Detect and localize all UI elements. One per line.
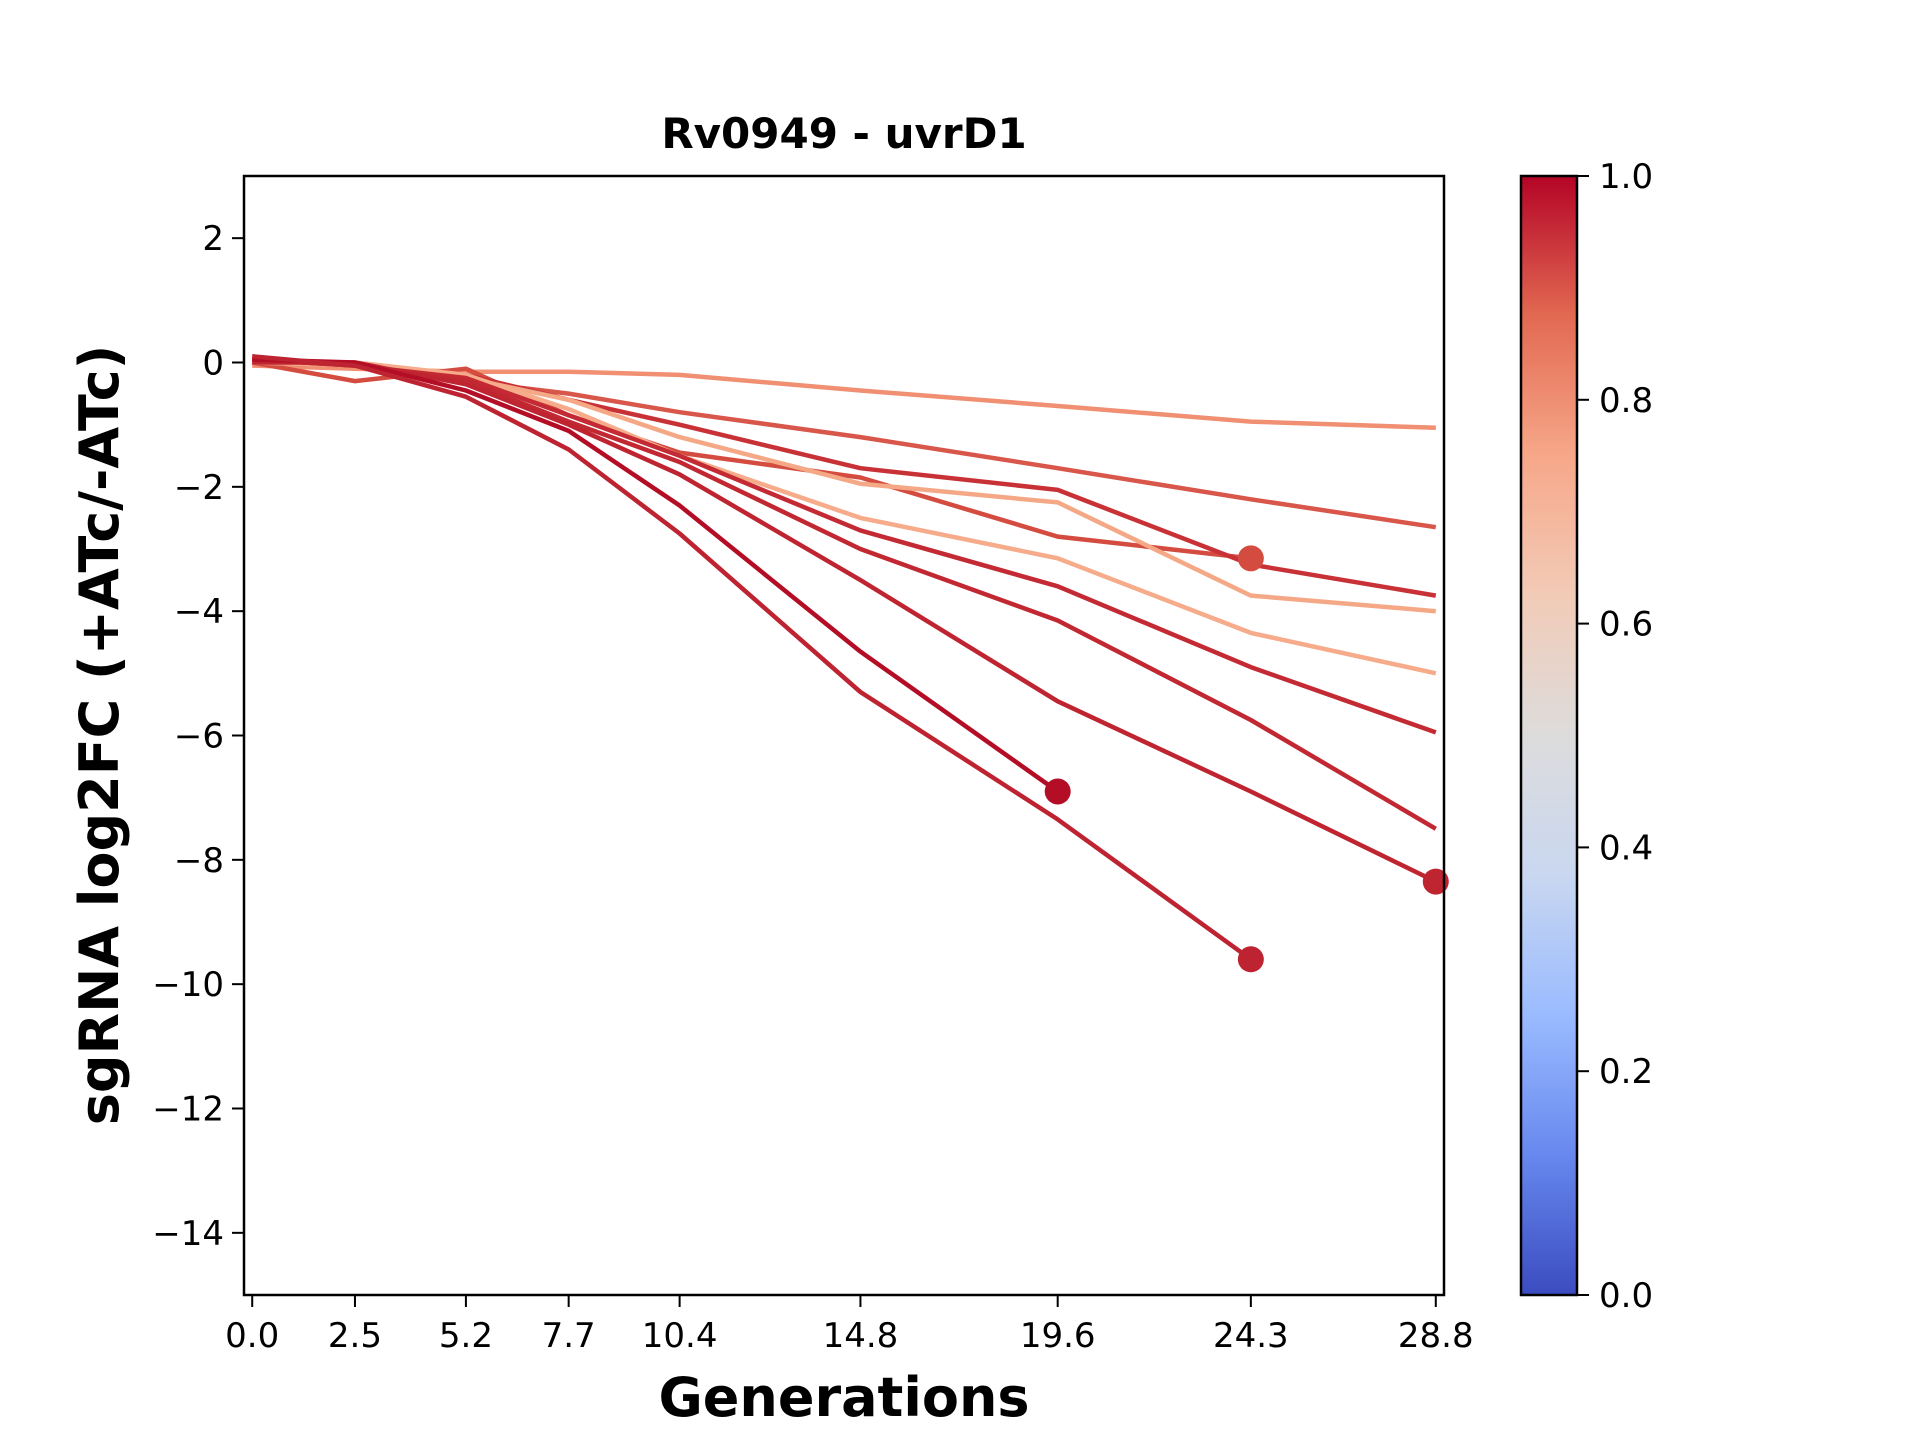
colorbar-tick-label: 0.6	[1599, 605, 1653, 645]
colorbar-tick-label: 0.4	[1599, 828, 1653, 868]
y-tick-label: −14	[152, 1214, 224, 1254]
y-axis-label: sgRNA log2FC (+ATc/-ATc)	[68, 345, 131, 1126]
y-tick-label: −2	[174, 468, 224, 508]
series-end-marker-9	[1422, 868, 1449, 895]
x-tick-label: 10.4	[642, 1316, 718, 1356]
series-end-marker-3	[1237, 545, 1264, 572]
colorbar-tick-label: 0.0	[1599, 1276, 1653, 1316]
series-markers	[1044, 545, 1449, 973]
series-line-6	[252, 360, 1437, 676]
colorbar-tick-label: 1.0	[1599, 157, 1653, 197]
series-lines	[251, 354, 1437, 962]
y-tick-label: −12	[152, 1090, 224, 1130]
y-tick-label: −10	[152, 965, 224, 1005]
y-tick-label: 0	[202, 344, 224, 384]
series-line-11	[251, 354, 1253, 962]
x-axis-ticks: 0.0 2.5 5.2 7.7 10.4 14.8 19.6 24.3 28.8	[225, 1295, 1474, 1356]
x-tick-label: 2.5	[328, 1316, 382, 1356]
colorbar-tick-label: 0.2	[1599, 1052, 1653, 1092]
y-tick-label: −8	[174, 841, 224, 881]
y-tick-label: −6	[174, 717, 224, 757]
series-line-9	[252, 360, 1437, 884]
x-tick-label: 7.7	[542, 1316, 596, 1356]
series-line-5	[252, 360, 1436, 614]
x-tick-label: 28.8	[1398, 1316, 1474, 1356]
y-axis-ticks: 2 0 −2 −4 −6 −8 −10 −12 −14	[152, 219, 244, 1254]
plot-frame	[242, 174, 1446, 1297]
colorbar-tick-label: 0.8	[1599, 381, 1653, 421]
series-end-marker-10	[1044, 778, 1071, 805]
x-tick-label: 14.8	[823, 1316, 899, 1356]
series-line-10	[252, 357, 1060, 794]
chart-title: Rv0949 - uvrD1	[661, 109, 1026, 158]
series-line-3	[251, 360, 1252, 561]
colorbar	[1519, 174, 1579, 1297]
y-tick-label: 2	[202, 219, 224, 259]
colorbar-ticks: 0.0 0.2 0.4 0.6 0.8 1.0	[1577, 157, 1653, 1316]
x-tick-label: 24.3	[1213, 1316, 1289, 1356]
x-tick-label: 19.6	[1020, 1316, 1096, 1356]
x-axis-label: Generations	[658, 1366, 1029, 1429]
x-tick-label: 5.2	[439, 1316, 493, 1356]
series-end-marker-11	[1237, 946, 1264, 973]
x-tick-label: 0.0	[225, 1316, 279, 1356]
y-tick-label: −4	[174, 592, 224, 632]
